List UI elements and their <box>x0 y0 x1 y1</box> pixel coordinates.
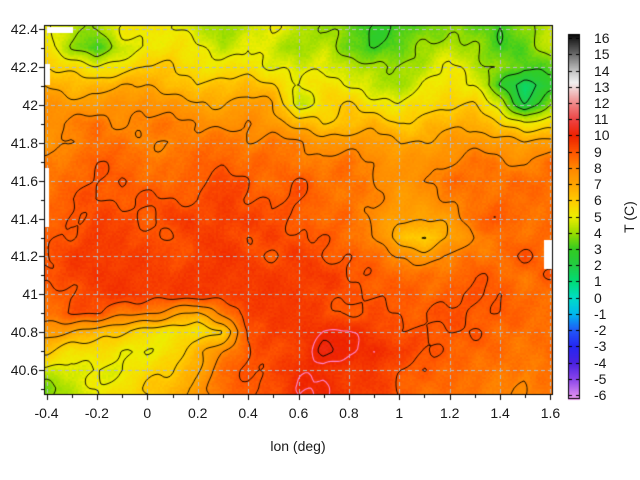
colorbar-tick-label: 5 <box>594 208 602 225</box>
colorbar-title-text: T (C) <box>621 201 637 233</box>
colorbar-tick-label: -6 <box>594 386 607 403</box>
colorbar-tick-label: -4 <box>594 354 607 371</box>
colorbar-tick-label: 1 <box>594 273 602 290</box>
y-tick-label: 42.2 <box>10 58 38 75</box>
x-tick-label: 1.4 <box>490 405 510 421</box>
colorbar-tick-label: 9 <box>594 143 602 160</box>
colorbar-tick-label: -1 <box>594 305 607 322</box>
colorbar-tick-label: 6 <box>594 192 602 209</box>
y-tick-label: 41 <box>22 286 38 303</box>
x-tick-label: 0.2 <box>187 405 208 421</box>
colorbar-tick-label: 16 <box>594 30 610 47</box>
colorbar-tick-label: 14 <box>594 62 610 79</box>
y-tick-label: 42.4 <box>10 20 38 37</box>
y-tick-label: 41.2 <box>10 248 38 265</box>
x-tick-label: 0.6 <box>288 405 309 421</box>
colorbar-tick-label: 10 <box>594 127 610 144</box>
x-tick-label: 0 <box>143 405 152 421</box>
colorbar-tick-label: -3 <box>594 338 607 355</box>
y-tick-label: 41.6 <box>10 172 38 189</box>
colorbar-tick-label: 0 <box>594 289 602 306</box>
colorbar-tick-label: 15 <box>594 46 610 63</box>
x-tick-label: 0.4 <box>238 405 258 421</box>
colorbar-tick-label: 13 <box>594 78 610 95</box>
colorbar-tick-label: 3 <box>594 240 602 257</box>
y-tick-label: 40.6 <box>10 362 38 379</box>
colorbar-tick-label: 12 <box>594 94 610 111</box>
x-tick-label: -0.4 <box>34 405 59 421</box>
y-tick-label: 41.8 <box>10 134 38 151</box>
colorbar-tick-label: -5 <box>594 370 607 387</box>
x-tick-label: 0.8 <box>339 405 359 421</box>
colorbar-tick-label: 7 <box>594 176 602 193</box>
x-tick-label: 1 <box>395 405 404 421</box>
y-tick-label: 40.8 <box>10 324 38 341</box>
colorbar-tick-label: 2 <box>594 257 602 274</box>
colorbar-tick-label: 11 <box>594 111 609 128</box>
x-tick-label: -0.2 <box>84 405 109 421</box>
colorbar-tick-label: 8 <box>594 159 602 176</box>
colorbar-tick-label: -2 <box>594 322 607 339</box>
x-tick-label: 1.6 <box>540 405 561 421</box>
colorbar-tick-label: 4 <box>594 224 602 241</box>
x-tick-label: 1.2 <box>439 405 460 421</box>
y-tick-label: 41.4 <box>10 210 38 227</box>
x-axis-title: lon (deg) <box>270 438 326 454</box>
y-tick-label: 42 <box>22 96 38 113</box>
